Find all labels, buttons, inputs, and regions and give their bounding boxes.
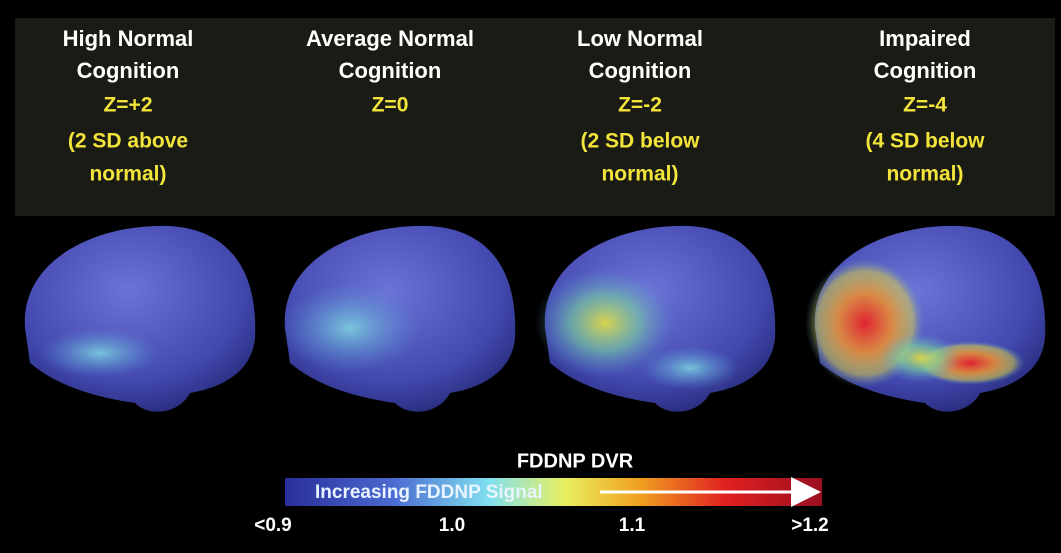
panel-title: Impaired: [879, 26, 971, 51]
panel-note: normal): [601, 163, 678, 186]
colorbar-tick-label: 1.0: [439, 515, 465, 536]
brains: [25, 226, 1045, 412]
panel-title: Low Normal: [577, 26, 703, 51]
panel-title: Cognition: [589, 58, 692, 83]
panel-title: Cognition: [339, 58, 442, 83]
colorbar-title: FDDNP DVR: [517, 450, 634, 472]
colorbar-tick-label: <0.9: [254, 515, 292, 536]
panel-note: (2 SD below: [580, 130, 700, 153]
panel-z: Z=+2: [103, 94, 152, 117]
panel-note: (2 SD above: [68, 130, 188, 153]
panel-note: normal): [886, 163, 963, 186]
colorbar-label: Increasing FDDNP Signal: [315, 482, 543, 503]
colorbar-ticks: <0.9 1.0 1.1 >1.2: [254, 515, 829, 536]
colorbar-tick-label: 1.1: [619, 515, 646, 536]
panel-note: normal): [89, 163, 166, 186]
panel-title: Cognition: [77, 58, 180, 83]
panel-title: Cognition: [874, 58, 977, 83]
panel-title: Average Normal: [306, 26, 474, 51]
panel-note: (4 SD below: [865, 130, 985, 153]
figure: FDDNP DVR Increasing FDDNP Signal <0.9 1.…: [0, 0, 1061, 553]
colorbar-tick-label: >1.2: [791, 515, 829, 536]
panel-z: Z=-4: [903, 94, 947, 117]
panel-z: Z=0: [372, 94, 409, 117]
panel-title: High Normal: [63, 26, 194, 51]
panel-z: Z=-2: [618, 94, 662, 117]
